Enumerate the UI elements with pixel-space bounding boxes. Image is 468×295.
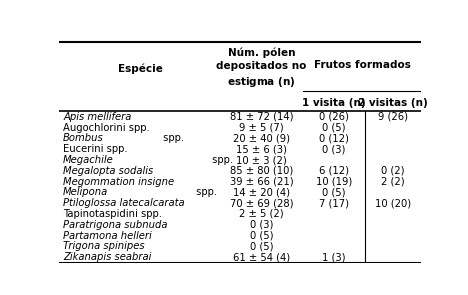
Text: Frutos formados: Frutos formados <box>314 60 411 71</box>
Text: 10 ± 3 (2): 10 ± 3 (2) <box>236 155 287 165</box>
Text: 61 ± 54 (4): 61 ± 54 (4) <box>233 252 290 262</box>
Text: 9 (26): 9 (26) <box>378 112 408 122</box>
Text: 2 visitas (n): 2 visitas (n) <box>358 98 428 108</box>
Text: 15 ± 6 (3): 15 ± 6 (3) <box>236 144 287 154</box>
Text: 1 (3): 1 (3) <box>322 252 346 262</box>
Text: spp.: spp. <box>209 155 233 165</box>
Text: Núm. pólen
depositados no
estigma ($\mathbf{n}$): Núm. pólen depositados no estigma ($\mat… <box>216 48 307 89</box>
Text: Trigona spinipes: Trigona spinipes <box>63 241 145 251</box>
Text: 0 (26): 0 (26) <box>319 112 349 122</box>
Text: 7 (17): 7 (17) <box>319 198 349 208</box>
Text: 20 ± 40 (9): 20 ± 40 (9) <box>233 133 290 143</box>
Text: 2 ± 5 (2): 2 ± 5 (2) <box>239 209 284 219</box>
Text: 0 (5): 0 (5) <box>250 241 273 251</box>
Text: Apis mellifera: Apis mellifera <box>63 112 132 122</box>
Text: Partamona helleri: Partamona helleri <box>63 231 152 241</box>
Text: spp.: spp. <box>193 187 217 197</box>
Text: 0 (5): 0 (5) <box>250 231 273 241</box>
Text: 81 ± 72 (14): 81 ± 72 (14) <box>230 112 293 122</box>
Text: 2 (2): 2 (2) <box>381 177 405 187</box>
Text: 0 (2): 0 (2) <box>381 166 405 176</box>
Text: 0 (5): 0 (5) <box>322 187 346 197</box>
Text: 39 ± 66 (21): 39 ± 66 (21) <box>230 177 293 187</box>
Text: Paratrigona subnuda: Paratrigona subnuda <box>63 220 168 230</box>
Text: Melipona: Melipona <box>63 187 109 197</box>
Text: Bombus: Bombus <box>63 133 104 143</box>
Text: 6 (12): 6 (12) <box>319 166 349 176</box>
Text: 0 (3): 0 (3) <box>322 144 346 154</box>
Text: Zikanapis seabrai: Zikanapis seabrai <box>63 252 152 262</box>
Text: 0 (3): 0 (3) <box>250 220 273 230</box>
Text: Ptiloglossa latecalcarata: Ptiloglossa latecalcarata <box>63 198 185 208</box>
Text: spp.: spp. <box>161 133 184 143</box>
Text: 10 (20): 10 (20) <box>375 198 411 208</box>
Text: 14 ± 20 (4): 14 ± 20 (4) <box>233 187 290 197</box>
Text: 85 ± 80 (10): 85 ± 80 (10) <box>230 166 293 176</box>
Text: Tapinotaspidini spp.: Tapinotaspidini spp. <box>63 209 162 219</box>
Text: Megalopta sodalis: Megalopta sodalis <box>63 166 154 176</box>
Text: 0 (5): 0 (5) <box>322 123 346 133</box>
Text: 1 visita (n): 1 visita (n) <box>302 98 366 108</box>
Text: Augochlorini spp.: Augochlorini spp. <box>63 123 150 133</box>
Text: Megommation insigne: Megommation insigne <box>63 177 175 187</box>
Text: Eucerini spp.: Eucerini spp. <box>63 144 128 154</box>
Text: Megachile: Megachile <box>63 155 114 165</box>
Text: 10 (19): 10 (19) <box>316 177 352 187</box>
Text: 9 ± 5 (7): 9 ± 5 (7) <box>239 123 284 133</box>
Text: 70 ± 69 (28): 70 ± 69 (28) <box>230 198 293 208</box>
Text: Espécie: Espécie <box>117 63 162 73</box>
Text: 0 (12): 0 (12) <box>319 133 349 143</box>
